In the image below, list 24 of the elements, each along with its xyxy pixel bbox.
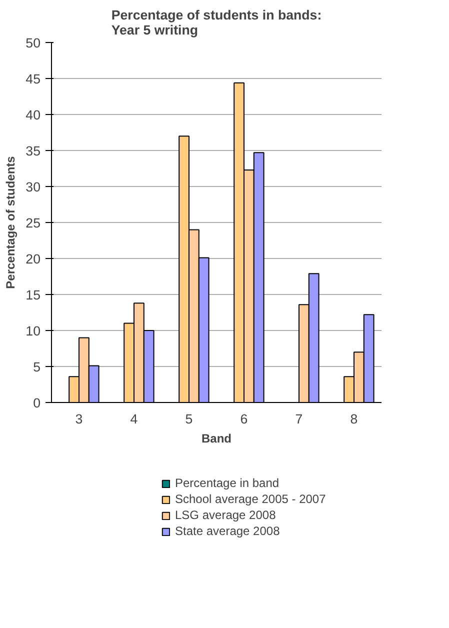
legend-label: LSG average 2008 [175, 508, 276, 522]
x-tick-label: 5 [185, 412, 193, 426]
legend-label: Percentage in band [175, 476, 280, 490]
chart-title: Percentage of students in bands: Year 5 writing [111, 8, 322, 38]
y-tick-label: 0 [33, 396, 41, 410]
y-tick-label: 25 [26, 216, 41, 230]
y-tick-label: 10 [26, 324, 41, 338]
y-tick-label: 15 [26, 288, 41, 302]
y-tick-label: 35 [26, 144, 41, 158]
x-tick-label: 3 [75, 412, 83, 426]
y-tick-label: 40 [26, 108, 41, 122]
y-tick-label: 20 [26, 252, 41, 266]
x-tick-label: 4 [130, 412, 138, 426]
y-tick-label: 5 [33, 360, 41, 374]
x-tick-label: 6 [240, 412, 248, 426]
y-tick-label: 50 [26, 36, 41, 50]
x-axis-title: Band [202, 432, 232, 446]
x-tick-label: 8 [350, 412, 358, 426]
legend-label: State average 2008 [175, 524, 280, 538]
y-tick-label: 30 [26, 180, 41, 194]
x-tick-label: 7 [295, 412, 303, 426]
y-tick-label: 45 [26, 72, 41, 86]
y-axis-title: Percentage of students [4, 156, 18, 289]
legend-label: School average 2005 - 2007 [175, 492, 326, 506]
